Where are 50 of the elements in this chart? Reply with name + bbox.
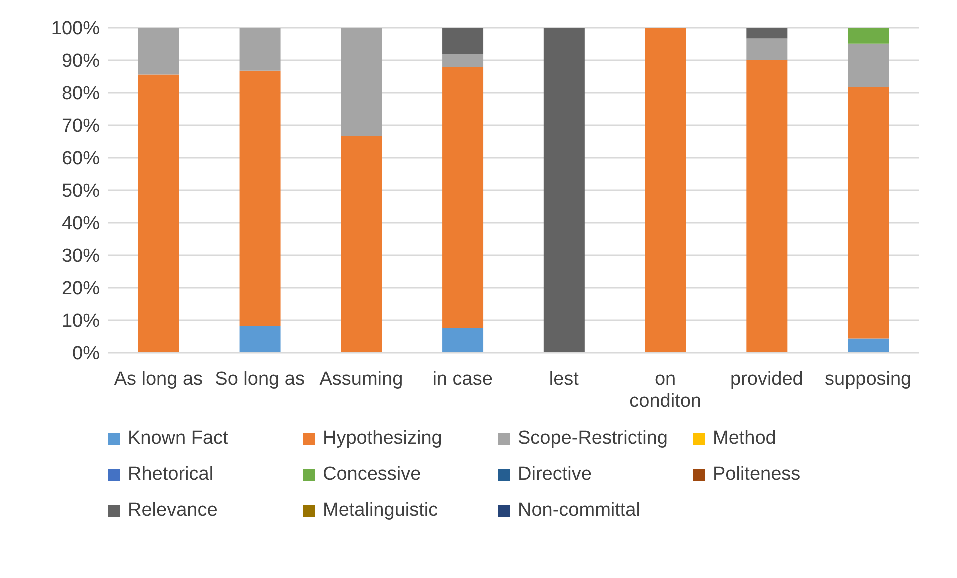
y-tick-label: 10% [62,311,100,332]
legend-label: Metalinguistic [323,500,438,522]
legend-label: Non-committal [518,500,640,522]
bar [240,326,281,353]
y-tick-label: 80% [62,84,100,105]
bar [442,328,484,353]
bar [544,28,585,353]
legend-label: Hypothesizing [323,428,442,450]
bar [240,70,281,326]
x-tick-label: As long as [114,369,204,390]
y-tick-label: 100% [51,18,100,40]
x-tick-label: Assuming [320,369,404,390]
legend-label: Rhetorical [128,464,214,486]
bar [848,87,890,339]
x-tick-label: So long as [215,369,305,390]
y-tick-label: 60% [62,148,100,170]
y-tick-label: 30% [62,246,100,268]
y-tick-label: 0% [72,344,100,365]
bar [848,338,890,353]
legend-label: Relevance [128,500,218,522]
bar [746,60,788,353]
x-tick-label: provided [730,369,804,390]
y-tick-label: 90% [62,51,100,72]
bar [848,28,890,44]
bar [138,28,180,75]
bar [240,28,281,71]
legend-label: Method [713,428,776,450]
x-tick-label: supposing [825,369,912,390]
x-tick-label: lest [549,369,580,390]
legend-label: Directive [518,464,592,486]
legend-label: Known Fact [128,428,228,450]
bar [848,44,890,88]
bar [341,28,382,136]
bar [442,28,484,54]
bar [442,67,484,328]
legend-label: Concessive [323,464,422,486]
y-tick-label: 40% [62,214,100,235]
x-tick-label: in case [432,369,493,390]
bar [746,28,788,39]
bar [138,74,180,353]
bar [645,28,686,353]
y-tick-label: 70% [62,116,100,138]
bar [442,54,484,67]
x-tick-label: on conditon [630,369,702,412]
y-tick-label: 50% [62,181,100,202]
bar [341,136,382,353]
legend-label: Politeness [713,464,801,486]
bar [746,38,788,60]
legend-label: Scope-Restricting [518,428,668,450]
y-tick-label: 20% [62,278,100,300]
